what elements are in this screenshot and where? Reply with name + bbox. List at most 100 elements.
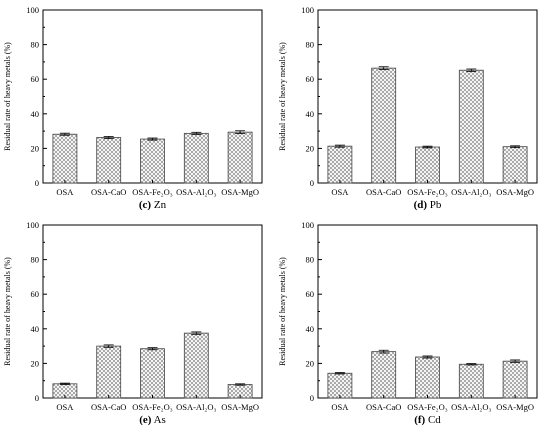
bar <box>183 332 209 399</box>
y-axis-label: Residual rate of heavy metals (%) <box>278 42 287 151</box>
category-label: OSA-MgO <box>221 187 259 197</box>
panel-caption: (c) Zn <box>139 199 167 211</box>
error-bar <box>422 145 433 149</box>
y-tick-label: 40 <box>31 109 40 119</box>
panel-caption: (f) Cd <box>414 414 441 426</box>
y-tick-label: 0 <box>310 178 314 188</box>
chart-as: 0 20 40 60 80 100 OSA OSA-CaO OSA-Fe₂O₃ OSA-Al₂O₃… <box>3 220 263 426</box>
y-tick-label: 40 <box>306 109 315 119</box>
y-tick-label: 20 <box>31 143 40 153</box>
error-bar <box>378 66 389 70</box>
chart-panel-zn: 0 20 40 60 80 100 OSA OSA-CaO OSA-Fe₂O₃ OSA-Al₂O₃… <box>0 0 275 215</box>
y-tick-label: 80 <box>31 255 40 265</box>
bar <box>140 138 165 184</box>
bar <box>327 145 353 184</box>
y-tick-label: 20 <box>306 358 315 368</box>
error-bar <box>466 363 477 366</box>
bar <box>502 146 528 184</box>
y-tick-label: 0 <box>35 178 39 188</box>
category-label: OSA-MgO <box>496 187 534 197</box>
chart-zn: 0 20 40 60 80 100 OSA OSA-CaO OSA-Fe₂O₃ OSA-Al₂O₃… <box>3 5 263 211</box>
error-bar <box>147 347 158 351</box>
y-tick-label: 100 <box>301 220 314 230</box>
category-label: OSA-Fe₂O₃ <box>407 402 447 412</box>
error-bar <box>103 344 114 348</box>
bar <box>415 356 440 399</box>
bar <box>96 345 122 399</box>
bar <box>415 146 440 184</box>
category-label: OSA-CaO <box>91 402 126 412</box>
error-bar <box>235 383 246 386</box>
error-bar <box>191 331 202 335</box>
error-bar <box>334 144 345 148</box>
y-tick-label: 100 <box>301 5 314 15</box>
error-bar <box>510 359 521 363</box>
error-bar <box>235 130 246 134</box>
error-bar <box>510 145 521 148</box>
bar <box>140 348 165 399</box>
error-bar <box>191 131 202 135</box>
chart-panel-pb: 0 20 40 60 80 100 OSA OSA-CaO OSA-Fe₂O₃ OSA-Al₂O₃… <box>275 0 550 215</box>
category-label: OSA-CaO <box>366 187 401 197</box>
error-bar <box>334 372 345 375</box>
category-label: OSA <box>331 402 349 412</box>
bar <box>502 360 528 399</box>
bar <box>327 372 353 399</box>
y-tick-label: 60 <box>31 289 40 299</box>
y-tick-label: 20 <box>31 358 40 368</box>
chart-cd: 0 20 40 60 80 100 OSA OSA-CaO OSA-Fe₂O₃ OSA-Al₂O₃… <box>278 220 538 426</box>
category-label: OSA-CaO <box>91 187 126 197</box>
error-bar <box>378 349 389 354</box>
category-label: OSA <box>331 187 349 197</box>
bar <box>458 363 484 399</box>
category-label: OSA-MgO <box>496 402 534 412</box>
y-tick-label: 40 <box>31 324 40 334</box>
category-label: OSA-Al₂O₃ <box>176 402 216 412</box>
error-bar <box>147 137 158 141</box>
category-label: OSA-Fe₂O₃ <box>132 187 172 197</box>
error-bar <box>103 136 114 139</box>
category-label: OSA-MgO <box>221 402 259 412</box>
chart-pb: 0 20 40 60 80 100 OSA OSA-CaO OSA-Fe₂O₃ OSA-Al₂O₃… <box>278 5 538 211</box>
panel-metal: Cd <box>425 414 441 426</box>
y-tick-label: 100 <box>26 5 39 15</box>
error-bar <box>422 355 433 359</box>
category-label: OSA-CaO <box>366 402 401 412</box>
y-tick-label: 100 <box>26 220 39 230</box>
panel-label: (c) <box>139 199 152 211</box>
bar <box>96 137 122 184</box>
panel-caption: (e) As <box>139 414 166 426</box>
category-label: OSA-Al₂O₃ <box>451 187 491 197</box>
y-tick-label: 60 <box>306 289 315 299</box>
bar <box>458 69 484 184</box>
y-tick-label: 80 <box>306 255 315 265</box>
y-tick-label: 60 <box>306 74 315 84</box>
y-tick-label: 0 <box>310 393 314 403</box>
category-label: OSA <box>56 187 74 197</box>
panel-metal: Zn <box>151 199 166 211</box>
y-tick-label: 20 <box>306 143 315 153</box>
y-tick-label: 60 <box>31 74 40 84</box>
category-label: OSA-Al₂O₃ <box>176 187 216 197</box>
y-tick-label: 40 <box>306 324 315 334</box>
y-axis-label: Residual rate of heavy metals (%) <box>3 42 12 151</box>
error-bar <box>466 68 477 72</box>
error-bar <box>59 132 70 136</box>
bar <box>227 131 253 184</box>
y-axis-label: Residual rate of heavy metals (%) <box>278 257 287 366</box>
y-tick-label: 80 <box>306 40 315 50</box>
category-label: OSA-Fe₂O₃ <box>407 187 447 197</box>
panel-label: (d) <box>414 199 428 211</box>
panel-metal: As <box>151 414 165 426</box>
panel-metal: Pb <box>427 199 442 211</box>
category-label: OSA-Al₂O₃ <box>451 402 491 412</box>
bar <box>371 351 397 399</box>
panel-label: (f) <box>414 414 425 426</box>
chart-panel-cd: 0 20 40 60 80 100 OSA OSA-CaO OSA-Fe₂O₃ OSA-Al₂O₃… <box>275 215 550 430</box>
panel-caption: (d) Pb <box>414 199 442 211</box>
category-label: OSA-Fe₂O₃ <box>132 402 172 412</box>
panel-label: (e) <box>139 414 152 426</box>
category-label: OSA <box>56 402 74 412</box>
chart-panel-as: 0 20 40 60 80 100 OSA OSA-CaO OSA-Fe₂O₃ OSA-Al₂O₃… <box>0 215 275 430</box>
y-axis-label: Residual rate of heavy metals (%) <box>3 257 12 366</box>
